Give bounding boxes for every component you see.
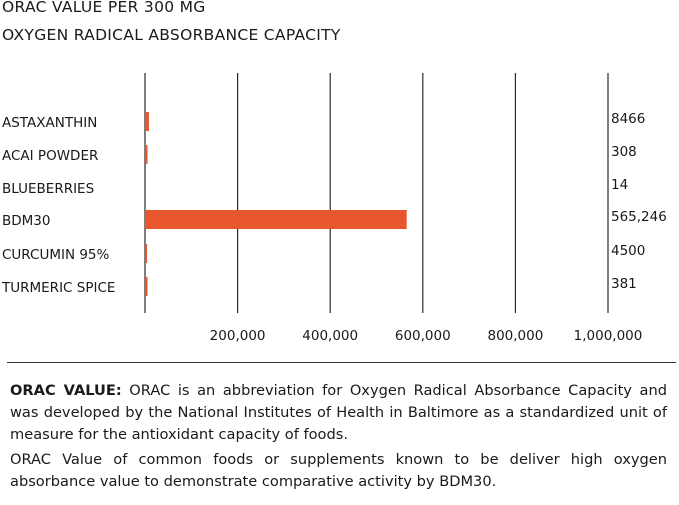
category-label: CURCUMIN 95%: [2, 247, 110, 263]
x-tick-label: 400,000: [302, 328, 358, 344]
chart-title: ORAC VALUE PER 300 MG: [2, 0, 206, 16]
x-tick-label: 1,000,000: [574, 328, 643, 344]
value-label: 308: [611, 144, 637, 160]
orac-note: ORAC Value of common foods or supplement…: [10, 451, 667, 490]
bar-bdm30: [145, 210, 407, 229]
value-label: 8466: [611, 111, 645, 127]
category-label: ASTAXANTHIN: [2, 115, 97, 131]
category-label: BDM30: [2, 213, 50, 229]
category-label: ACAI POWDER: [2, 148, 98, 164]
x-tick-label: 600,000: [395, 328, 451, 344]
category-label: TURMERIC SPICE: [1, 280, 115, 296]
value-label: 381: [611, 276, 637, 292]
value-label: 565,246: [611, 209, 667, 225]
bar-turmeric-spice: [145, 277, 148, 296]
chart-subtitle: OXYGEN RADICAL ABSORBANCE CAPACITY: [2, 26, 341, 44]
bar-astaxanthin: [145, 112, 149, 131]
bar-curcumin-95-: [145, 244, 148, 263]
value-label: 14: [611, 177, 628, 193]
orac-description: ORAC VALUE: ORAC is an abbreviation for …: [10, 380, 667, 446]
orac-label: ORAC VALUE:: [10, 382, 122, 399]
bar-acai-powder: [145, 145, 148, 164]
value-label: 4500: [611, 243, 645, 259]
orac-text: ORAC is an abbreviation for Oxygen Radic…: [10, 382, 667, 443]
category-label: BLUEBERRIES: [2, 181, 94, 197]
x-tick-label: 800,000: [487, 328, 543, 344]
bar-chart: 200,000 400,000 600,000 800,000 1,000,000 AST…: [1, 73, 667, 344]
x-tick-label: 200,000: [210, 328, 266, 344]
divider: [7, 362, 676, 363]
